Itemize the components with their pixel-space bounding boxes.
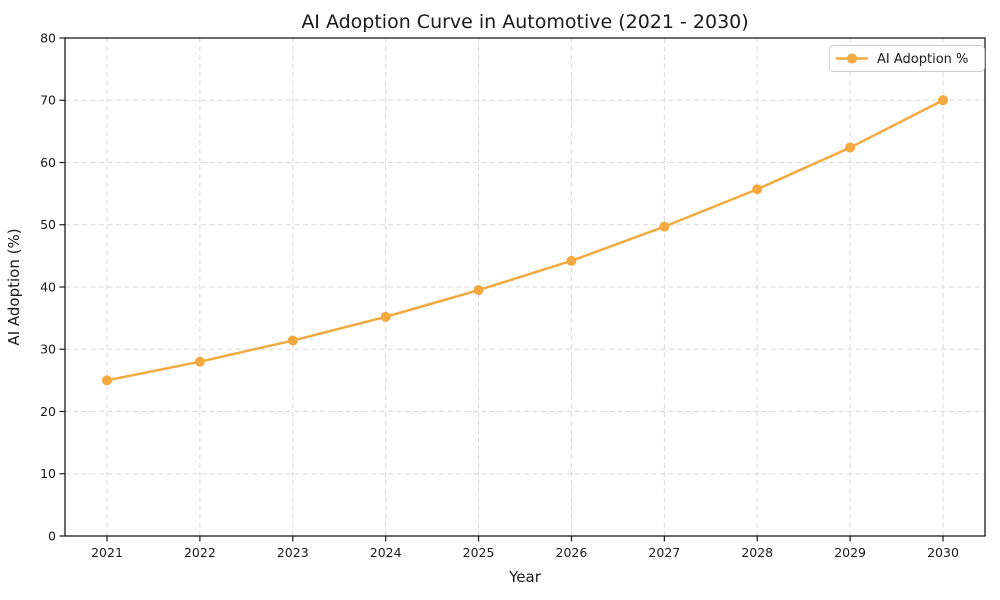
x-tick-label: 2022 [184, 545, 216, 560]
chart-title: AI Adoption Curve in Automotive (2021 - … [301, 11, 748, 33]
x-tick-label: 2027 [648, 545, 680, 560]
y-tick-label: 70 [40, 93, 56, 108]
data-point-marker [938, 95, 948, 106]
legend-box [829, 45, 985, 72]
y-tick-label: 30 [40, 342, 56, 357]
y-tick-label: 0 [48, 528, 56, 543]
x-tick-label: 2023 [277, 545, 309, 560]
x-tick-label: 2025 [463, 545, 495, 560]
data-point-marker [845, 142, 856, 153]
x-axis-label: Year [508, 568, 542, 586]
data-point-marker [659, 221, 670, 232]
data-point-marker [287, 335, 298, 346]
data-point-marker [102, 375, 112, 386]
x-tick-label: 2021 [91, 545, 123, 560]
x-tick-label: 2030 [927, 545, 959, 560]
data-point-marker [380, 311, 391, 322]
data-point-marker [752, 184, 763, 195]
y-axis-label: AI Adoption (%) [5, 228, 23, 345]
series-layer [102, 95, 948, 386]
x-tick-label: 2026 [556, 545, 588, 560]
y-tick-label: 50 [40, 217, 56, 232]
series-line [105, 99, 945, 382]
data-point-marker [194, 356, 205, 367]
grid-layer [65, 38, 985, 536]
y-tick-label: 40 [40, 279, 56, 294]
x-tick-label: 2024 [370, 545, 402, 560]
y-tick-label: 80 [40, 30, 56, 45]
y-tick-label: 60 [40, 155, 56, 170]
data-point-marker [566, 255, 577, 266]
y-tick-label: 10 [40, 466, 56, 481]
y-tick-label: 20 [40, 404, 56, 419]
x-tick-label: 2029 [834, 545, 866, 560]
legend: AI Adoption % [829, 45, 985, 72]
legend-marker-icon [847, 53, 857, 64]
data-point-marker [473, 285, 484, 296]
legend-label: AI Adoption % [877, 52, 968, 67]
x-tick-label: 2028 [741, 545, 773, 560]
